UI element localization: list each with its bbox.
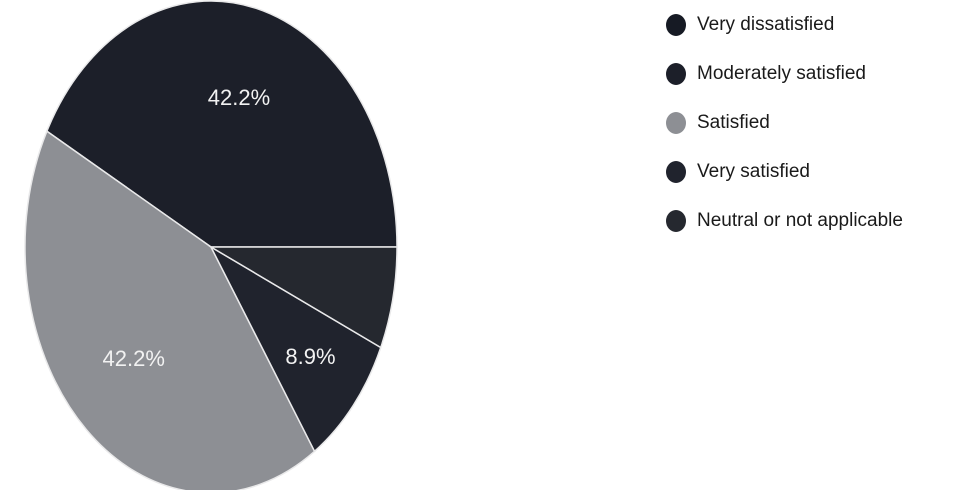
- pie-slice-neutral-or-not-applicable: [208, 246, 398, 349]
- slice-value-label: 42.2%: [103, 346, 165, 371]
- legend-marker-moderately-satisfied: [666, 62, 686, 85]
- legend-marker-neutral: [666, 209, 686, 232]
- legend-item-neutral: Neutral or not applicable: [666, 206, 903, 235]
- legend-marker-very-dissatisfied: [666, 13, 686, 36]
- legend-label: Satisfied: [697, 111, 770, 133]
- legend-label: Very dissatisfied: [697, 13, 835, 35]
- slice-value-label: 42.2%: [208, 85, 270, 110]
- legend-marker-satisfied: [666, 111, 686, 134]
- pie-slice-satisfied: [24, 130, 316, 490]
- legend-label: Neutral or not applicable: [697, 209, 903, 231]
- slice-value-label: 8.9%: [285, 344, 335, 369]
- legend-item-very-dissatisfied: Very dissatisfied: [666, 10, 903, 39]
- legend-label: Moderately satisfied: [697, 62, 866, 84]
- legend-item-satisfied: Satisfied: [666, 108, 903, 137]
- pie-chart: 42.2% 42.2% 8.9%: [24, 0, 398, 490]
- pie-slice-very-satisfied: [209, 245, 382, 453]
- legend-item-very-satisfied: Very satisfied: [666, 157, 903, 186]
- legend-marker-very-satisfied: [666, 160, 686, 183]
- legend-label: Very satisfied: [697, 160, 810, 182]
- pie-slice-moderately-satisfied: [45, 0, 398, 248]
- chart-legend: Very dissatisfied Moderately satisfied S…: [666, 10, 903, 255]
- legend-item-moderately-satisfied: Moderately satisfied: [666, 59, 903, 88]
